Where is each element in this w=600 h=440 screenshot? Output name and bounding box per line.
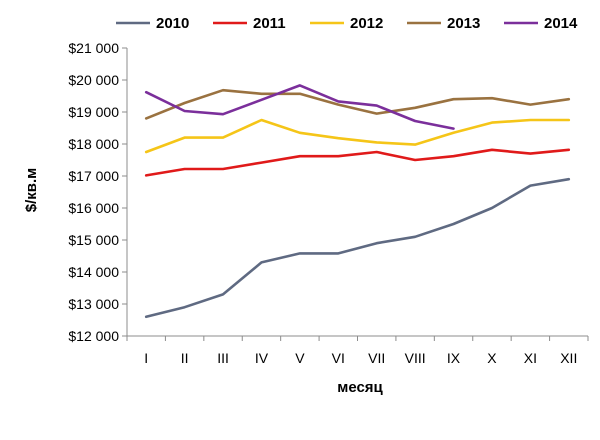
- x-tick-label: II: [181, 350, 189, 366]
- series-line-2011: [144, 148, 571, 177]
- y-tick-label: $13 000: [68, 296, 119, 312]
- y-tick-label: $18 000: [68, 136, 119, 152]
- x-axis-title: месяц: [337, 379, 383, 396]
- x-tick-label: VIII: [405, 350, 426, 366]
- series-lines: [144, 84, 571, 319]
- legend: 2010 2011 2012 2013 2014: [116, 15, 578, 32]
- series-line-2014: [144, 84, 455, 130]
- y-tick-label: $19 000: [68, 104, 119, 120]
- x-tick-label: XI: [524, 350, 537, 366]
- legend-label-2014: 2014: [544, 15, 578, 32]
- y-tick-label: $20 000: [68, 72, 119, 88]
- legend-label-2013: 2013: [447, 15, 480, 32]
- series-line-2010: [144, 177, 571, 319]
- y-tick-label: $14 000: [68, 264, 119, 280]
- y-axis-title: $/кв.м: [23, 168, 40, 213]
- y-tick-label: $16 000: [68, 200, 119, 216]
- x-tick-labels: I II III IV V VI VII VIII IX X XI XII: [144, 350, 577, 366]
- y-tick-label: $15 000: [68, 232, 119, 248]
- legend-label-2010: 2010: [156, 15, 189, 32]
- x-tick-label: IX: [447, 350, 461, 366]
- y-tick-label: $17 000: [68, 168, 119, 184]
- y-tick-labels: $12 000 $13 000 $14 000 $15 000 $16 000 $17 0…: [68, 40, 119, 344]
- series-line-2012: [144, 118, 571, 154]
- x-tick-label: VII: [368, 350, 385, 366]
- x-tick-label: III: [217, 350, 229, 366]
- legend-label-2011: 2011: [253, 15, 286, 32]
- axes: [122, 47, 589, 341]
- y-tick-label: $12 000: [68, 328, 119, 344]
- x-tick-label: IV: [255, 350, 269, 366]
- series-line-2013: [144, 88, 571, 120]
- x-tick-label: XII: [560, 350, 577, 366]
- legend-label-2012: 2012: [350, 15, 383, 32]
- x-tick-label: I: [144, 350, 148, 366]
- x-tick-label: VI: [332, 350, 345, 366]
- x-tick-label: X: [487, 350, 497, 366]
- y-tick-label: $21 000: [68, 40, 119, 56]
- x-tick-label: V: [295, 350, 305, 366]
